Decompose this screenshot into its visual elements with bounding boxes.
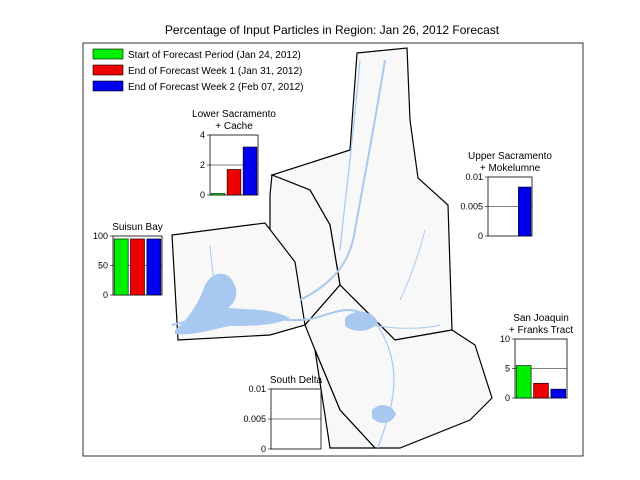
chart-upper-sacramento-bar-week2 (518, 186, 532, 237)
suisun-marsh-water (175, 273, 290, 335)
delta-map (171, 47, 493, 449)
legend-label-week1: End of Forecast Week 1 (Jan 31, 2012) (128, 66, 302, 77)
chart-san-joaquin-title-line-0: San Joaquin (513, 313, 569, 324)
legend-swatch-week2 (92, 80, 124, 92)
chart-south-delta-ytick-label-1: 0.005 (243, 414, 266, 424)
chart-san-joaquin-ytick-label-2: 10 (500, 334, 510, 344)
chart-lower-sacramento-ytick-label-1: 2 (200, 160, 205, 170)
chart-lower-sacramento-title-line-1: + Cache (215, 121, 253, 132)
legend-swatch-start (92, 48, 124, 60)
chart-san-joaquin-bar-week1 (533, 382, 549, 399)
legend-label-start: Start of Forecast Period (Jan 24, 2012) (128, 50, 301, 61)
chart-suisun-bay-ytick-label-1: 50 (98, 261, 108, 271)
chart-upper-sacramento-ytick-label-2: 0.01 (465, 172, 483, 182)
chart-suisun-bay-ytick-label-2: 100 (93, 231, 108, 241)
delta-water-patch (345, 311, 378, 331)
chart-san-joaquin-bar-week2 (550, 388, 567, 399)
chart-lower-sacramento-bar-week2 (242, 146, 258, 196)
chart-upper-sacramento-ytick-label-0: 0 (478, 231, 483, 241)
chart-suisun-bay-title-line-0: Suisun Bay (112, 222, 163, 233)
chart-south-delta-title-line-0: South Delta (270, 375, 323, 386)
chart-lower-sacramento-bar-start (210, 193, 226, 196)
chart-san-joaquin-bar-start (515, 365, 532, 399)
chart-south-delta: South Delta 0 0.005 0.01 (243, 375, 322, 454)
chart-san-joaquin-title-line-1: + Franks Tract (509, 325, 573, 336)
legend-swatch-week1 (92, 64, 124, 76)
chart-south-delta-ytick-label-0: 0 (261, 444, 266, 454)
chart-lower-sacramento-bar-week1 (226, 169, 242, 196)
chart-lower-sacramento-title-line-0: Lower Sacramento (192, 109, 276, 120)
legend: Start of Forecast Period (Jan 24, 2012) … (92, 48, 303, 93)
chart-upper-sacramento: Upper Sacramento+ Mokelumne 0 0.005 0.01 (460, 151, 552, 241)
chart-san-joaquin-ytick-label-1: 5 (505, 364, 510, 374)
south-water-patch (372, 405, 396, 423)
chart-lower-sacramento-ytick-label-0: 0 (200, 190, 205, 200)
chart-san-joaquin: San Joaquin+ Franks Tract 0 5 10 (500, 313, 573, 403)
chart-lower-sacramento: Lower Sacramento+ Cache 0 2 4 (192, 109, 276, 200)
chart-suisun-bay: Suisun Bay 0 50 100 (93, 222, 163, 300)
chart-suisun-bay-bar-start (113, 238, 129, 296)
chart-suisun-bay-ytick-label-0: 0 (103, 290, 108, 300)
chart-upper-sacramento-title-line-0: Upper Sacramento (468, 151, 552, 162)
legend-label-week2: End of Forecast Week 2 (Feb 07, 2012) (128, 82, 303, 93)
figure-title: Percentage of Input Particles in Region:… (165, 23, 500, 37)
chart-suisun-bay-bar-week2 (146, 238, 162, 296)
chart-lower-sacramento-ytick-label-2: 4 (200, 130, 205, 140)
chart-san-joaquin-ytick-label-0: 0 (505, 393, 510, 403)
chart-upper-sacramento-title-line-1: + Mokelumne (480, 163, 541, 174)
chart-upper-sacramento-ytick-label-1: 0.005 (460, 202, 483, 212)
chart-suisun-bay-bar-week1 (130, 238, 145, 296)
chart-south-delta-ytick-label-2: 0.01 (248, 384, 266, 394)
region-south-delta (314, 349, 377, 449)
